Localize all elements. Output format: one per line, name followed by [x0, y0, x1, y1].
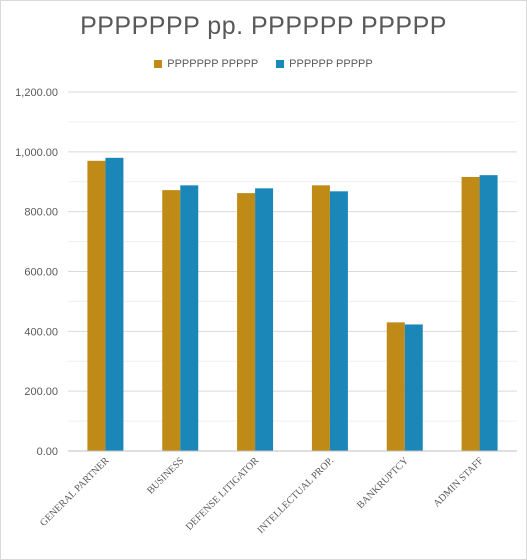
- bar-2-2: [180, 185, 199, 451]
- bar-2-3: [255, 188, 274, 451]
- x-category-label: INTELLECTUAL PROP.: [255, 455, 336, 536]
- x-category-label: ADMIN STAFF: [432, 455, 486, 509]
- bar-2-6: [479, 175, 498, 451]
- bar-2-1: [105, 157, 124, 452]
- legend-swatch-series-1: [154, 60, 163, 68]
- y-tick-label: 400.00: [24, 326, 58, 338]
- bar-2-5: [404, 324, 423, 451]
- bar-1-4: [311, 185, 330, 451]
- bar-2-4: [329, 191, 348, 451]
- y-tick-label: 600.00: [24, 267, 58, 279]
- x-category-label: GENERAL PARTNER: [38, 455, 112, 529]
- bar-1-2: [162, 190, 181, 452]
- x-category-label: BANKRUPTCY: [355, 455, 411, 511]
- x-category-label: BUSINESS: [145, 455, 186, 496]
- y-tick-label: 0.00: [37, 446, 58, 458]
- legend-label-series-2: PPPPPP PPPPP: [289, 58, 373, 70]
- bar-1-6: [461, 176, 480, 452]
- legend-item-series-2: PPPPPP PPPPP: [276, 58, 373, 70]
- y-tick-label: 200.00: [24, 386, 58, 398]
- y-tick-label: 800.00: [24, 207, 58, 219]
- y-tick-label: 1,000.00: [15, 147, 58, 159]
- bar-1-1: [87, 160, 106, 451]
- x-category-label: DEFENSE LITIGATOR: [184, 455, 262, 533]
- chart-title: PPPPPPP pp. PPPPPP PPPPP: [80, 12, 447, 40]
- chart-legend: PPPPPPP PPPPP PPPPPP PPPPP: [0, 58, 527, 70]
- legend-label-series-1: PPPPPPP PPPPP: [167, 58, 259, 70]
- bar-1-5: [386, 322, 405, 451]
- legend-item-series-1: PPPPPPP PPPPP: [154, 58, 258, 70]
- legend-swatch-series-2: [276, 60, 285, 68]
- bar-1-3: [237, 193, 256, 451]
- y-tick-label: 1,200.00: [15, 87, 58, 99]
